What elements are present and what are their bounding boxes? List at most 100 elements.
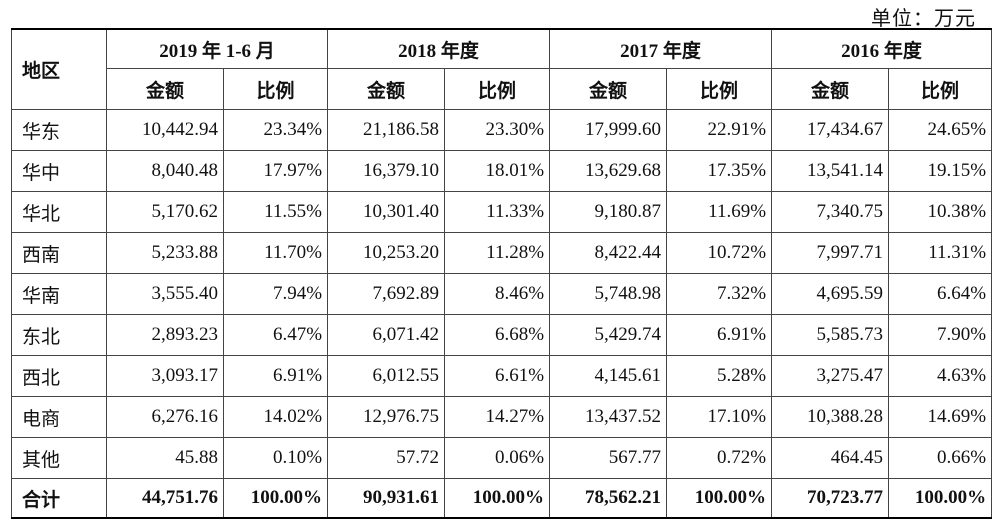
ratio-cell: 17.10% [666,396,773,438]
ratio-cell: 6.68% [444,314,551,356]
regional-sales-table: 地区 2019 年 1-6 月 2018 年度 2017 年度 2016 年度 … [11,28,993,519]
ratio-cell: 0.66% [888,437,993,479]
ratio-cell: 100.00% [222,478,329,519]
amount-cell: 16,379.10 [327,150,446,192]
amount-cell: 21,186.58 [327,109,446,151]
ratio-cell: 14.02% [222,396,329,438]
ratio-cell: 6.47% [222,314,329,356]
amount-cell: 45.88 [106,437,224,479]
total-row: 合计 44,751.76 100.00% 90,931.61 100.00% 78,562… [11,478,993,519]
ratio-cell: 23.34% [222,109,329,151]
amount-header: 金额 [771,68,890,110]
amount-cell: 8,040.48 [106,150,224,192]
amount-cell: 8,422.44 [549,232,668,274]
ratio-cell: 17.35% [666,150,773,192]
amount-cell: 7,997.71 [771,232,890,274]
unit-label: 单位：万元 [871,8,976,30]
ratio-header: 比例 [444,68,551,110]
region-cell: 华东 [11,109,107,151]
ratio-header: 比例 [222,68,329,110]
period-header: 2019 年 1-6 月 [105,28,329,69]
ratio-cell: 6.91% [222,355,329,397]
ratio-cell: 100.00% [666,478,773,519]
amount-cell: 78,562.21 [549,478,668,519]
ratio-cell: 7.32% [666,273,773,315]
ratio-cell: 14.69% [888,396,993,438]
ratio-cell: 11.55% [222,191,329,233]
region-cell: 其他 [11,437,107,479]
amount-cell: 5,170.62 [106,191,224,233]
region-cell: 华北 [11,191,107,233]
table-row: 东北 2,893.23 6.47% 6,071.42 6.68% 5,429.74 6.91… [11,314,993,356]
ratio-cell: 23.30% [444,109,551,151]
region-header: 地区 [11,28,107,110]
ratio-cell: 11.33% [444,191,551,233]
amount-cell: 6,012.55 [327,355,446,397]
ratio-cell: 11.31% [888,232,993,274]
ratio-cell: 18.01% [444,150,551,192]
amount-cell: 4,695.59 [771,273,890,315]
amount-cell: 13,437.52 [549,396,668,438]
amount-cell: 13,541.14 [771,150,890,192]
ratio-cell: 6.91% [666,314,773,356]
amount-cell: 3,093.17 [106,355,224,397]
ratio-cell: 0.10% [222,437,329,479]
table-row: 华中 8,040.48 17.97% 16,379.10 18.01% 13,629.68… [11,150,993,192]
amount-cell: 57.72 [327,437,446,479]
amount-cell: 10,253.20 [327,232,446,274]
amount-cell: 7,692.89 [327,273,446,315]
ratio-header: 比例 [888,68,993,110]
region-cell: 西北 [11,355,107,397]
amount-cell: 5,429.74 [549,314,668,356]
amount-cell: 17,999.60 [549,109,668,151]
ratio-header: 比例 [666,68,773,110]
region-cell: 华中 [11,150,107,192]
region-cell: 电商 [11,396,107,438]
ratio-cell: 11.28% [444,232,551,274]
ratio-cell: 0.72% [666,437,773,479]
ratio-cell: 8.46% [444,273,551,315]
amount-cell: 9,180.87 [549,191,668,233]
amount-cell: 5,585.73 [771,314,890,356]
amount-cell: 90,931.61 [327,478,446,519]
amount-cell: 6,071.42 [327,314,446,356]
ratio-cell: 7.90% [888,314,993,356]
ratio-cell: 10.72% [666,232,773,274]
amount-cell: 2,893.23 [106,314,224,356]
region-cell: 华南 [11,273,107,315]
amount-cell: 3,555.40 [106,273,224,315]
amount-cell: 70,723.77 [771,478,890,519]
amount-cell: 6,276.16 [106,396,224,438]
amount-cell: 17,434.67 [771,109,890,151]
ratio-cell: 5.28% [666,355,773,397]
ratio-cell: 6.61% [444,355,551,397]
amount-cell: 464.45 [771,437,890,479]
amount-cell: 7,340.75 [771,191,890,233]
amount-header: 金额 [106,68,224,110]
table-row: 华北 5,170.62 11.55% 10,301.40 11.33% 9,180.87 1… [11,191,993,233]
amount-header: 金额 [549,68,668,110]
amount-cell: 567.77 [549,437,668,479]
table-row: 其他 45.88 0.10% 57.72 0.06% 567.77 0.72% 464.45 0… [11,437,993,479]
region-cell: 东北 [11,314,107,356]
region-cell: 西南 [11,232,107,274]
header-row-metrics: 金额 比例 金额 比例 金额 比例 金额 比例 [12,68,993,110]
amount-cell: 10,388.28 [771,396,890,438]
ratio-cell: 100.00% [888,478,993,519]
ratio-cell: 7.94% [222,273,329,315]
table-row: 华东 10,442.94 23.34% 21,186.58 23.30% 17,999.6… [11,109,993,151]
region-cell: 合计 [11,478,107,519]
ratio-cell: 14.27% [444,396,551,438]
ratio-cell: 24.65% [888,109,993,151]
ratio-cell: 6.64% [888,273,993,315]
table-row: 华南 3,555.40 7.94% 7,692.89 8.46% 5,748.98 7.32… [11,273,993,315]
amount-cell: 5,748.98 [549,273,668,315]
amount-cell: 3,275.47 [771,355,890,397]
period-header: 2017 年度 [549,28,773,69]
amount-cell: 12,976.75 [327,396,446,438]
table-row: 电商 6,276.16 14.02% 12,976.75 14.27% 13,437.52… [11,396,993,438]
ratio-cell: 17.97% [222,150,329,192]
table-body: 华东 10,442.94 23.34% 21,186.58 23.30% 17,999.6… [11,109,993,519]
table-row: 西南 5,233.88 11.70% 10,253.20 11.28% 8,422.44 1… [11,232,993,274]
amount-cell: 13,629.68 [549,150,668,192]
